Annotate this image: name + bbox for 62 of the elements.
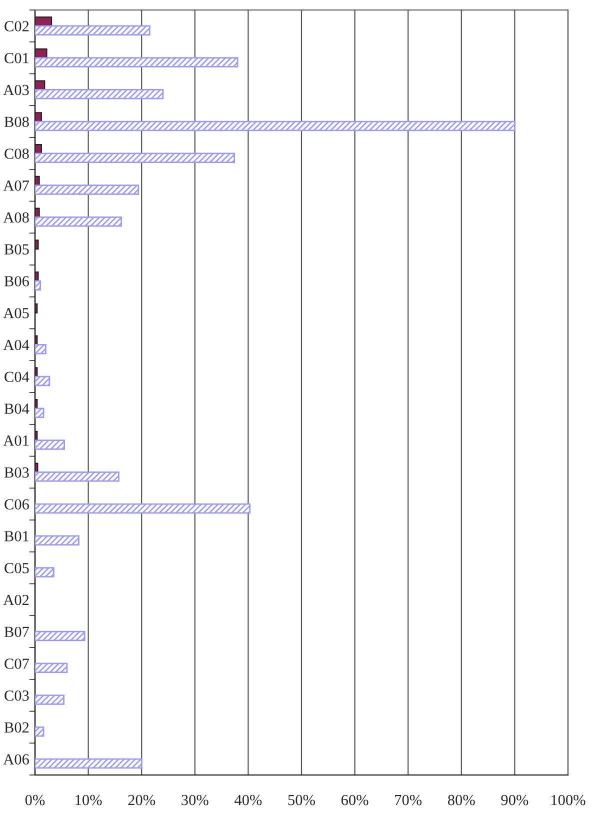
bar [35, 25, 150, 36]
x-tick-label: 40% [234, 794, 262, 806]
x-tick-label: 100% [552, 794, 586, 806]
bar [35, 88, 164, 100]
bar [35, 662, 68, 674]
bar [35, 694, 64, 705]
bar [35, 344, 46, 354]
bar [35, 567, 54, 578]
y-tick-label: B06 [4, 276, 29, 286]
bar [35, 758, 142, 769]
bar [35, 57, 238, 68]
y-tick-label: B07 [4, 626, 30, 638]
y-tick-label: A01 [3, 435, 29, 446]
bar [35, 630, 86, 642]
bar [35, 303, 38, 314]
y-tick-label: C01 [4, 52, 29, 64]
bar [35, 280, 42, 291]
y-tick-label: A07 [3, 180, 30, 191]
y-tick-label: C07 [4, 658, 30, 669]
x-tick-label: 20% [128, 794, 156, 806]
y-tick-label: C05 [4, 562, 29, 574]
x-tick-label: 80% [448, 794, 475, 806]
bar [35, 176, 40, 186]
x-tick-label: 90% [501, 794, 528, 806]
y-tick-label: B04 [4, 404, 30, 414]
bar [35, 271, 39, 282]
bar [35, 408, 44, 418]
bar [35, 208, 40, 218]
y-tick-label: A08 [3, 212, 29, 223]
bar [35, 376, 50, 386]
bar [35, 216, 122, 227]
bar [35, 535, 80, 546]
bar [35, 184, 140, 195]
y-tick-label: C04 [4, 372, 30, 382]
bar [35, 726, 44, 737]
y-tick-label: C03 [4, 690, 29, 701]
y-tick-label: A04 [3, 340, 30, 350]
y-tick-label: A02 [3, 594, 29, 606]
x-tick-label: 30% [182, 794, 208, 806]
y-tick-label: B02 [4, 722, 29, 733]
y-tick-label: B03 [4, 467, 29, 478]
bar [35, 120, 516, 132]
bar [35, 240, 39, 250]
y-tick-label: A03 [3, 84, 29, 96]
x-tick-label: 0% [25, 794, 45, 806]
y-tick-label: A05 [3, 308, 29, 318]
bar [35, 503, 250, 514]
y-tick-label: C08 [4, 148, 29, 159]
x-tick-label: 10% [76, 794, 102, 806]
x-tick-label: 70% [395, 794, 422, 806]
y-tick-label: B01 [4, 531, 29, 542]
x-tick-label: 50% [288, 794, 315, 806]
y-tick-label: C06 [4, 499, 29, 510]
y-tick-label: B08 [4, 116, 29, 128]
y-tick-label: B05 [4, 244, 29, 255]
bar [35, 440, 66, 450]
y-tick-label: C02 [4, 21, 29, 32]
bar [35, 471, 120, 482]
bar [35, 112, 42, 122]
bar [35, 152, 236, 164]
y-tick-label: A06 [3, 754, 29, 765]
x-tick-label: 60% [341, 794, 368, 806]
